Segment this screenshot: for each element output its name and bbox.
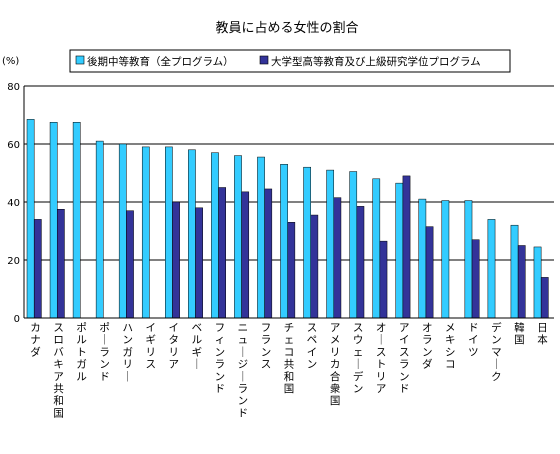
- bar-upper-secondary-13: [326, 169, 335, 319]
- x-category-labels: カナダ スロバキア共和国 ポルトガル ポ｜ランド ハンガリ｜ イギリス イタリア ベルギ｜ フィ…: [30, 321, 548, 419]
- bar-tertiary-4: [126, 210, 134, 319]
- bars: [26, 119, 549, 319]
- bar-tertiary-15: [379, 240, 388, 319]
- bar-upper-secondary-4: [118, 143, 127, 319]
- bar-upper-secondary-8: [211, 152, 219, 319]
- x-category-label-0: カナダ: [30, 322, 41, 358]
- bar-upper-secondary-21: [510, 224, 519, 319]
- y-tick-label-4: 80: [7, 82, 20, 93]
- x-category-label-9: ニュ｜ジ｜ランド: [238, 322, 249, 419]
- legend-swatch-1: [259, 55, 269, 65]
- x-category-label-4: ハンガリ｜: [122, 322, 133, 383]
- bar-tertiary-16: [402, 175, 411, 319]
- x-category-label-21: 韓国: [514, 322, 525, 346]
- x-category-label-14: スウェ｜デン: [353, 322, 364, 395]
- bar-tertiary-13: [333, 197, 342, 319]
- legend-swatch-0: [75, 55, 85, 65]
- x-category-label-19: ドイツ: [468, 322, 479, 358]
- x-category-label-12: スペイン: [307, 322, 318, 371]
- x-category-label-11: チェコ共和国: [284, 322, 295, 395]
- chart-title: 教員に占める女性の割合: [215, 20, 358, 36]
- legend-label-0: 後期中等教育（全プログラム）: [87, 55, 234, 68]
- x-category-label-15: オ｜ストリア: [376, 322, 387, 395]
- legend-label-1: 大学型高等教育及び上級研究学位プログラム: [271, 55, 481, 68]
- axes: [23, 86, 554, 319]
- bar-tertiary-21: [517, 245, 526, 319]
- x-category-label-10: フランス: [261, 322, 272, 371]
- bar-upper-secondary-1: [49, 122, 58, 319]
- bar-upper-secondary-14: [349, 171, 358, 319]
- bar-tertiary-11: [287, 222, 296, 319]
- bar-upper-secondary-9: [234, 155, 242, 319]
- bar-upper-secondary-11: [280, 164, 288, 319]
- bar-tertiary-7: [195, 207, 203, 319]
- bar-upper-secondary-20: [487, 219, 496, 319]
- x-category-label-2: ポルトガル: [76, 322, 87, 383]
- bar-tertiary-22: [540, 277, 549, 319]
- x-category-label-20: デンマ｜ク: [491, 321, 502, 383]
- bar-upper-secondary-0: [26, 119, 35, 319]
- bar-upper-secondary-12: [303, 166, 311, 319]
- bar-tertiary-12: [310, 214, 319, 319]
- bar-upper-secondary-2: [72, 122, 81, 319]
- bar-upper-secondary-6: [165, 146, 173, 319]
- x-category-label-22: 日本: [537, 322, 548, 346]
- legend: 後期中等教育（全プログラム） 大学型高等教育及び上級研究学位プログラム: [69, 49, 511, 73]
- bar-tertiary-6: [172, 201, 180, 319]
- bar-upper-secondary-15: [372, 178, 381, 319]
- bar-tertiary-1: [56, 209, 65, 319]
- x-category-label-5: イギリス: [145, 322, 156, 371]
- bar-upper-secondary-10: [257, 156, 265, 319]
- bar-tertiary-10: [264, 188, 273, 319]
- x-category-label-8: フィンランド: [215, 322, 226, 395]
- x-category-label-17: オランダ: [422, 322, 433, 371]
- y-tick-label-2: 40: [7, 198, 20, 209]
- y-tick-label-3: 60: [7, 140, 20, 151]
- y-tick-label-0: 0: [14, 314, 20, 325]
- y-tick-labels: 0 20 40 60 80: [7, 82, 20, 325]
- x-category-label-3: ポ｜ランド: [99, 322, 110, 383]
- bar-upper-secondary-22: [533, 246, 542, 319]
- bar-upper-secondary-18: [441, 200, 450, 319]
- bar-upper-secondary-19: [464, 200, 473, 319]
- y-axis-unit-label: (%): [2, 56, 19, 67]
- bar-upper-secondary-5: [141, 146, 150, 319]
- bar-upper-secondary-3: [95, 140, 104, 319]
- bar-upper-secondary-7: [188, 149, 196, 319]
- bar-tertiary-17: [425, 226, 434, 319]
- x-category-label-1: スロバキア共和国: [53, 322, 64, 419]
- x-category-label-16: アイスランド: [399, 322, 410, 395]
- legend-box: [69, 49, 511, 73]
- x-category-label-7: ベルギ｜: [192, 322, 203, 371]
- bar-upper-secondary-16: [395, 182, 404, 319]
- bar-tertiary-0: [33, 219, 42, 319]
- bar-tertiary-19: [471, 239, 480, 319]
- bar-tertiary-9: [241, 191, 250, 319]
- x-category-label-18: メキシコ: [445, 322, 456, 371]
- y-tick-label-1: 20: [7, 256, 20, 267]
- bar-upper-secondary-17: [418, 198, 427, 319]
- bar-tertiary-8: [218, 187, 226, 319]
- bar-tertiary-14: [356, 206, 365, 319]
- x-category-label-6: イタリア: [169, 322, 180, 371]
- x-category-label-13: アメリカ合衆国: [330, 322, 341, 407]
